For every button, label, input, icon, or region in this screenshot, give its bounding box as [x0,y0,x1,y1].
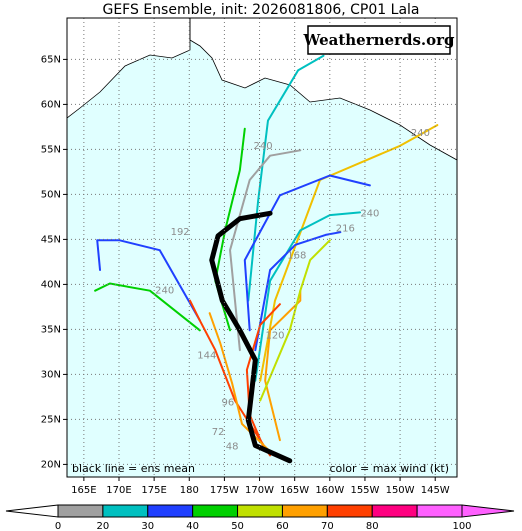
colorbar-tick-label: 60 [276,521,289,531]
color-note: color = max wind (kt) [329,462,449,475]
lon-tick-label: 175W [210,485,239,496]
colorbar-segment [326,504,373,518]
hour-label: 144 [197,351,216,362]
member-track [229,149,302,352]
colorbar-segment [147,504,194,518]
colorbar-segment [281,504,328,518]
colorbar-tick-label: 30 [141,521,154,531]
member-track [254,211,362,382]
colorbar-tick-label: 0 [55,521,61,531]
mean-track [209,210,293,464]
colorbar-segment [371,504,418,518]
lat-tick-label: 55N [41,144,61,155]
watermark: Weathernerds.org [302,31,455,49]
lon-tick-label: 165E [71,485,96,496]
colorbar-segment [416,504,463,518]
hour-label: 96 [222,397,235,408]
colorbar-over [461,504,515,518]
lat-tick-label: 35N [41,324,61,335]
lat-tick-label: 45N [41,234,61,245]
colorbar-tick-label: 80 [366,521,379,531]
lat-tick-label: 40N [41,279,61,290]
member-track [259,239,331,402]
lon-tick-label: 160W [315,485,344,496]
hour-label: 240 [254,141,273,152]
mean-note: black line = ens mean [72,462,195,475]
colorbar-tick-label: 50 [231,521,244,531]
lon-tick-label: 145W [421,485,450,496]
hour-label: 216 [336,224,355,235]
hour-label: 192 [171,227,190,238]
lat-tick-label: 50N [41,189,61,200]
frame [66,17,458,478]
hour-label: 120 [265,331,284,342]
colorbar-segment [237,504,283,518]
member-track [94,282,201,332]
member-track [96,239,201,322]
lon-tick-label: 170E [106,485,131,496]
hour-label: 240 [155,286,174,297]
member-track [247,54,325,302]
lon-tick-label: 180 [180,485,199,496]
lat-tick-label: 25N [41,414,61,425]
lon-tick-label: 155W [350,485,379,496]
member-track [254,231,342,352]
watermark-box [307,25,451,55]
colorbar-segment [192,504,239,518]
colorbar-tick-label: 20 [97,521,110,531]
colorbar-tick-label: 40 [186,521,199,531]
member-track [243,174,371,332]
colorbar-under [5,504,59,518]
colorbar-tick-label: 100 [452,521,471,531]
colorbar-segment [57,504,104,518]
member-track [264,289,302,442]
lat-tick-label: 65N [41,54,61,65]
lat-tick-label: 60N [41,99,61,110]
member-track [245,303,281,452]
hour-label: 240 [411,128,430,139]
lon-tick-label: 170W [245,485,274,496]
lat-tick-label: 20N [41,459,61,470]
title: GEFS Ensemble, init: 2026081806, CP01 La… [102,2,419,18]
colorbar-tick-label: 70 [321,521,334,531]
hour-label: 240 [360,208,379,219]
lon-tick-label: 150W [386,485,415,496]
lat-tick-label: 30N [41,369,61,380]
hour-label: 72 [212,427,225,438]
hour-label: 48 [226,441,239,452]
hour-label: 168 [287,251,306,262]
colorbar-segment [102,504,149,518]
lon-tick-label: 165W [280,485,309,496]
lon-tick-label: 175E [141,485,166,496]
